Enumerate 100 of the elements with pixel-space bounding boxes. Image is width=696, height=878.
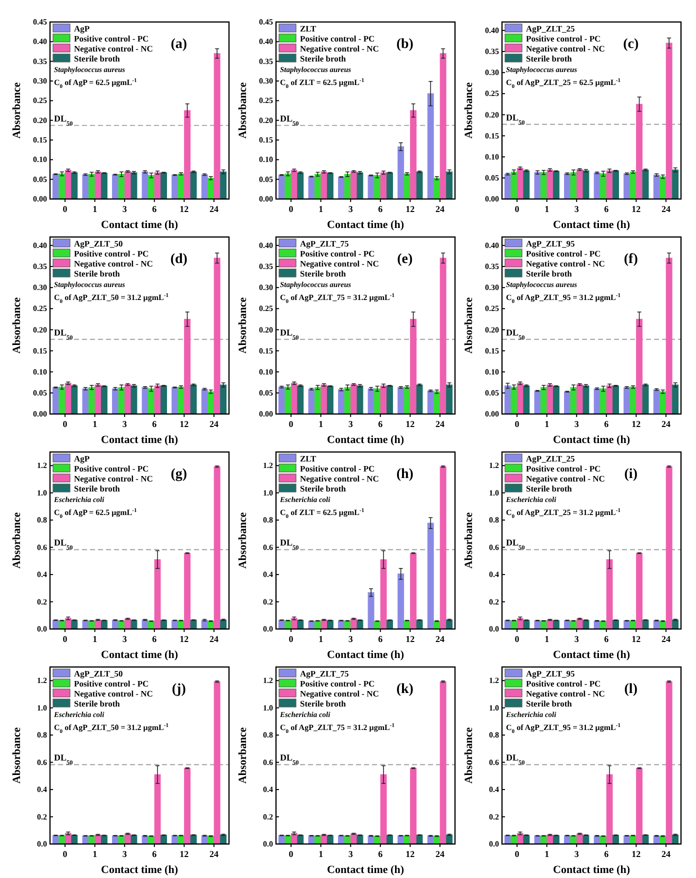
x-tick-label: 6 — [604, 634, 610, 644]
y-tick-label: 0.30 — [259, 283, 273, 292]
ref-line-label: DL$_{50}$ — [506, 538, 525, 552]
legend-label: Negative control - NC — [300, 258, 379, 268]
bar — [178, 386, 184, 414]
bar — [118, 174, 125, 200]
y-tick-label: 0.2 — [263, 812, 273, 822]
y-tick-label: 0.6 — [489, 542, 499, 552]
y-tick-label: 1.0 — [263, 488, 273, 498]
y-axis-title: Absorbance — [237, 512, 249, 569]
y-tick-label: 0.30 — [259, 76, 273, 86]
y-tick-label: 0.25 — [259, 304, 273, 314]
bar — [410, 768, 417, 844]
y-axis-title: Absorbance — [463, 727, 475, 784]
bar — [546, 834, 554, 844]
y-tick-label: 1.2 — [263, 461, 273, 470]
x-tick-label: 6 — [152, 419, 158, 429]
x-tick-label: 24 — [435, 634, 445, 644]
bar — [534, 620, 541, 630]
x-tick-label: 0 — [62, 204, 68, 214]
bar — [350, 384, 357, 414]
bar — [100, 620, 108, 630]
bar — [64, 170, 72, 200]
bar — [386, 385, 393, 414]
x-tick-label: 6 — [152, 634, 158, 644]
bar — [368, 592, 374, 630]
annotation: (h) — [396, 467, 414, 482]
bar — [410, 318, 417, 414]
bar — [624, 173, 630, 200]
bar — [666, 681, 672, 844]
x-tick-label: 6 — [378, 849, 384, 859]
annotation: (g) — [170, 467, 188, 482]
legend-label: Negative control - NC — [526, 688, 605, 698]
bar — [208, 178, 214, 200]
y-tick-label: 0.2 — [489, 812, 499, 822]
ref-line-label: DL$_{50}$ — [280, 538, 299, 552]
bar — [380, 172, 387, 200]
bar — [184, 110, 191, 200]
bar — [142, 172, 148, 200]
ref-line-label: DL$_{50}$ — [280, 327, 299, 341]
y-tick-label: 0.6 — [489, 758, 499, 767]
y-axis-title: Absorbance — [237, 727, 249, 784]
legend-label: Positive control - PC — [526, 464, 601, 474]
y-tick-label: 0.00 — [485, 194, 499, 204]
bar — [154, 172, 161, 200]
bar — [278, 174, 285, 200]
bar — [642, 834, 649, 844]
legend-label: Positive control - PC — [300, 464, 375, 474]
bar — [582, 385, 590, 414]
bar — [201, 174, 208, 200]
y-tick-label: 0.10 — [259, 155, 273, 164]
y-axis-title: Absorbance — [237, 297, 249, 354]
x-tick-label: 12 — [406, 634, 416, 644]
y-tick-label: 0.05 — [33, 388, 47, 398]
legend-label: Negative control - NC — [526, 258, 605, 268]
bar — [446, 834, 453, 844]
bar — [190, 834, 197, 844]
bar — [88, 387, 95, 414]
bar — [624, 387, 630, 414]
bar — [404, 174, 410, 200]
x-tick-label: 0 — [514, 419, 520, 429]
x-axis-title: Contact time (h) — [101, 864, 178, 876]
bar — [220, 834, 227, 844]
annotation: C$_{0}$ of AgP_ZLT_75 = 31.2 μgmL$^{-1}$ — [280, 723, 395, 735]
y-axis-title: Absorbance — [463, 512, 475, 569]
x-tick-label: 1 — [318, 634, 324, 644]
x-tick-label: 12 — [406, 849, 416, 859]
legend-label: Positive control - PC — [300, 248, 375, 258]
bar — [220, 620, 227, 630]
x-tick-label: 1 — [318, 849, 324, 859]
x-tick-label: 1 — [92, 419, 98, 429]
annotation: (a) — [170, 37, 188, 52]
x-tick-label: 24 — [661, 204, 671, 214]
y-tick-label: 0.35 — [33, 262, 47, 272]
bar — [564, 391, 570, 414]
y-tick-label: 0.15 — [259, 136, 273, 145]
bar — [642, 384, 649, 414]
bar — [184, 768, 191, 844]
x-tick-label: 0 — [288, 204, 294, 214]
bar — [220, 384, 227, 414]
bar — [214, 681, 220, 844]
y-axis-title: Absorbance — [237, 82, 249, 139]
x-tick-label: 6 — [152, 204, 158, 214]
bar — [540, 387, 547, 414]
bar — [142, 387, 148, 414]
legend-label: ZLT — [300, 454, 317, 464]
bar — [636, 768, 643, 844]
x-tick-label: 12 — [180, 634, 190, 644]
y-tick-label: 0.25 — [33, 304, 47, 314]
y-tick-label: 0.6 — [37, 542, 47, 552]
bar — [594, 388, 600, 414]
bar — [172, 620, 178, 630]
y-tick-label: 0.40 — [485, 26, 499, 35]
y-tick-label: 0.2 — [489, 597, 499, 606]
y-tick-label: 0.00 — [259, 410, 273, 419]
bar — [94, 834, 102, 844]
legend-label: Positive control - PC — [526, 678, 601, 688]
bar — [427, 390, 434, 414]
bar — [630, 172, 636, 200]
bar — [320, 172, 328, 200]
